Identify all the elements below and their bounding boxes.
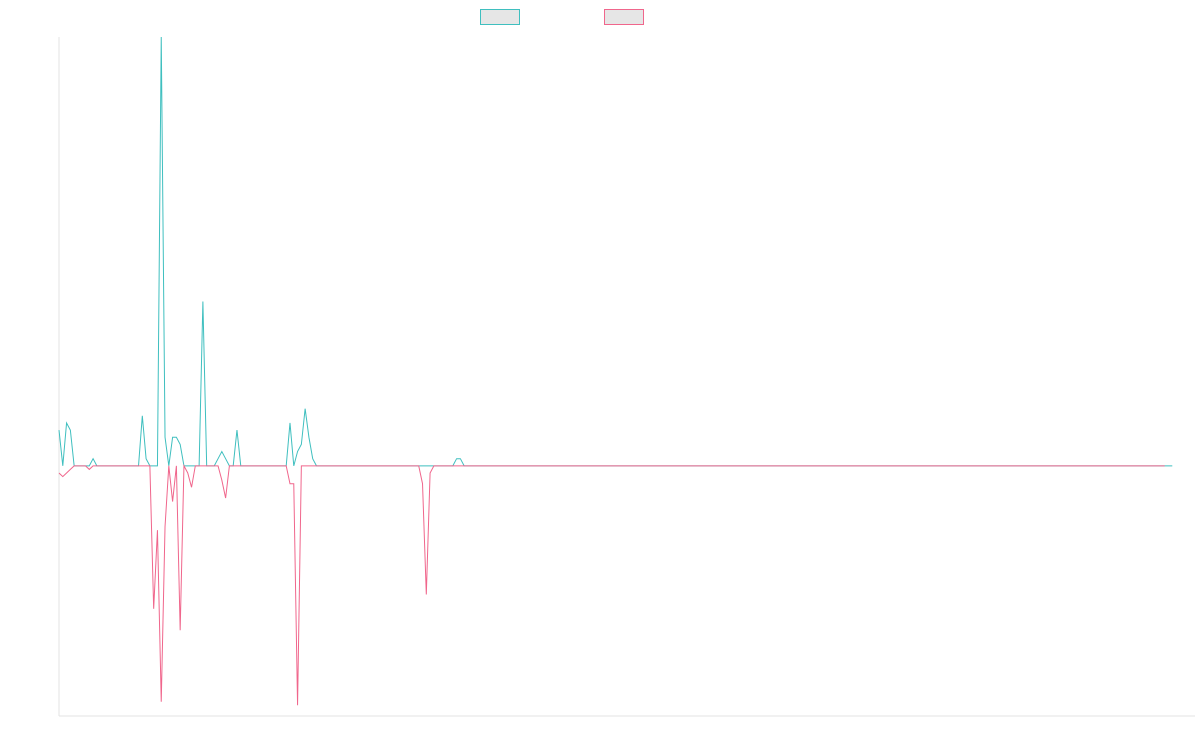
series-line-1 [58, 36, 1173, 467]
legend [0, 9, 1200, 27]
series-line-2 [58, 463, 1165, 706]
legend-swatch-series-2 [604, 9, 644, 25]
legend-swatch-series-1 [480, 9, 520, 25]
legend-item-series-1[interactable] [480, 9, 526, 25]
series-layer [58, 36, 1173, 706]
legend-item-series-2[interactable] [604, 9, 650, 25]
